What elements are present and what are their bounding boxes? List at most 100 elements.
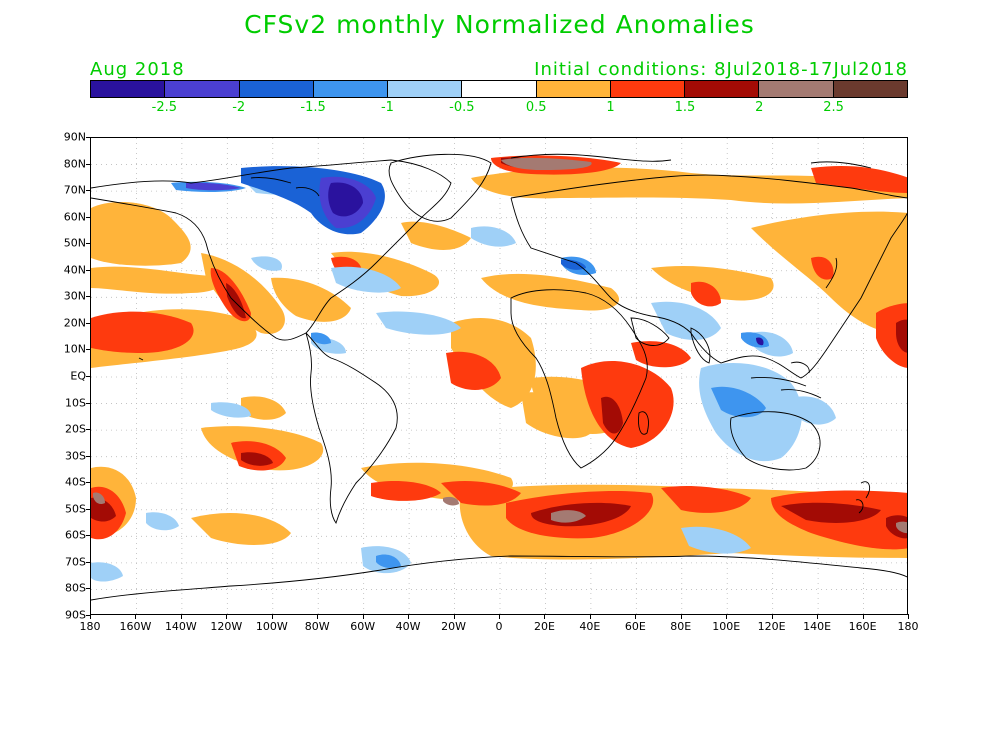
colorbar-label: 1.5 [674,100,696,115]
longitude-tick [544,614,546,619]
longitude-label: 40E [579,620,601,633]
longitude-tick [453,614,455,619]
colorbar-cell [239,81,314,97]
colorbar-label: 2 [755,100,764,115]
latitude-tick [86,588,91,590]
colorbar-label: -0.5 [449,100,475,115]
longitude-label: 0 [495,620,503,633]
latitude-label: 60S [65,528,86,542]
longitude-label: 140E [803,620,832,633]
latitude-tick [86,269,91,271]
longitude-label: 120E [757,620,786,633]
forecast-month: Aug 2018 [90,59,185,80]
longitude-label: 20E [533,620,555,633]
latitude-tick [86,190,91,192]
longitude-tick [408,614,410,619]
latitude-tick [86,349,91,351]
latitude-tick [86,508,91,510]
longitude-label: 80E [670,620,692,633]
latitude-tick [86,429,91,431]
anomaly-very-strong-positive [93,157,907,534]
latitude-label: 40S [65,475,86,489]
longitude-tick [589,614,591,619]
colorbar-cell [313,81,389,97]
longitude-tick [726,614,728,619]
colorbar-label: -2.5 [151,100,178,115]
longitude-label: 40W [395,620,421,633]
latitude-tick [86,376,91,377]
longitude-tick [499,614,500,619]
longitude-tick [226,614,228,619]
longitude-label: 100E [712,620,741,633]
anomaly-fields [91,155,907,582]
map-frame [90,137,908,615]
longitude-label: 180 [79,620,101,633]
colorbar-cell [536,81,611,97]
colorbar-cell [165,81,240,97]
latitude-label: 70N [63,183,86,197]
colorbar-cell [610,81,686,97]
latitude-label: 50S [65,502,86,516]
longitude-tick [271,614,273,619]
longitude-label: 60E [624,620,646,633]
latitude-label: 50N [63,236,86,250]
anomaly-extreme-negative [328,182,764,346]
longitude-label: 140W [164,620,197,633]
latitude-tick [86,137,91,138]
latitude-label: 40N [63,263,86,277]
longitude-label: 160W [119,620,152,633]
longitude-label: 120W [210,620,243,633]
longitude-tick [317,614,319,619]
latitude-label: 10S [65,396,86,410]
latitude-tick [86,216,91,218]
latitude-tick [86,243,91,245]
longitude-tick [135,614,137,619]
latitude-label: 30N [63,289,86,303]
map-title: CFSv2 monthly Normalized Anomalies [244,10,755,39]
longitude-label: 60W [350,620,376,633]
latitude-tick [86,322,91,324]
initial-conditions: Initial conditions: 8Jul2018-17Jul2018 [534,59,908,80]
colorbar-cell [91,81,166,97]
latitude-label: 30S [65,449,86,463]
latitude-label: 10N [63,342,86,356]
colorbar-cell [759,81,834,97]
longitude-tick [90,614,91,619]
coastlines [91,153,907,601]
anomaly-strong-positive [91,157,907,539]
colorbar-cell [462,81,537,97]
latitude-tick [86,535,91,537]
longitude-tick [362,614,364,619]
latitude-label: 80N [63,157,86,171]
colorbar-label: 0.5 [525,100,547,115]
longitude-tick [817,614,819,619]
latitude-label: EQ [70,369,86,383]
latitude-label: 20S [65,422,86,436]
colorbar-cell [833,81,907,97]
latitude-tick [86,455,91,457]
longitude-tick [635,614,637,619]
longitude-label: 20W [441,620,466,633]
colorbar-cell [685,81,760,97]
longitude-label: 160E [848,620,877,633]
longitude-label: 80W [304,620,330,633]
colorbar-label: 2.5 [823,100,844,115]
longitude-label: 100W [255,620,288,633]
colorbar-label: -1 [380,100,394,115]
latitude-tick [86,561,91,563]
latitude-label: 80S [65,581,86,595]
colorbar [90,80,908,98]
longitude-tick [771,614,773,619]
colorbar-label: 1 [606,100,615,115]
longitude-label: 180 [897,620,919,633]
longitude-tick [680,614,682,619]
latitude-tick [86,163,91,165]
latitude-label: 20N [63,316,86,330]
latitude-label: 90N [63,130,86,144]
latitude-tick [86,482,91,484]
latitude-tick [86,296,91,298]
latitude-label: 90S [65,608,86,622]
colorbar-label: -1.5 [300,100,326,115]
longitude-tick [862,614,864,619]
colorbar-cell [388,81,463,97]
